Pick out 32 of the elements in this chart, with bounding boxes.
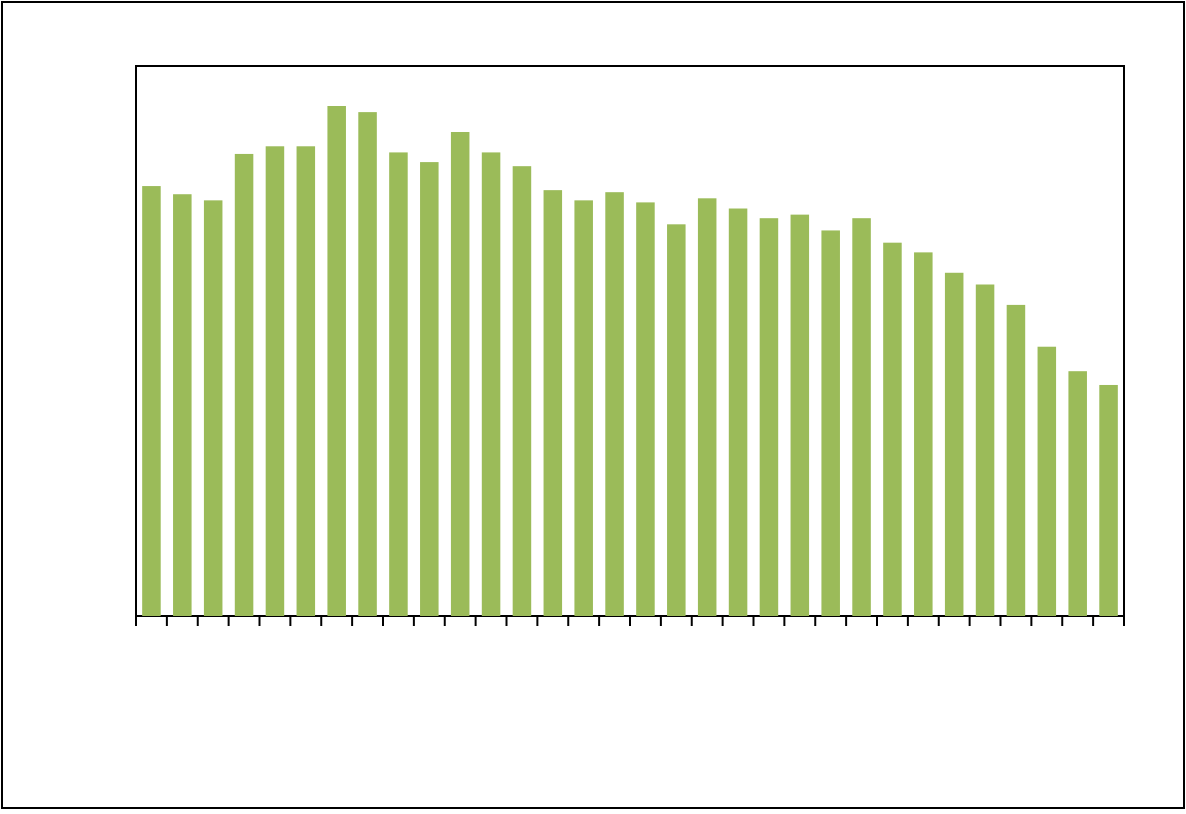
bar [883,242,902,616]
bar [234,153,254,616]
bar [512,166,532,616]
bar [296,146,316,616]
bar [543,190,563,616]
bar [358,112,377,616]
bar [605,192,624,616]
bar [142,186,161,616]
bar [728,208,748,616]
bar [1037,346,1057,616]
bar [481,152,501,616]
bar [574,200,593,616]
bar [852,218,871,616]
bar [327,106,346,616]
bar [265,146,285,616]
bar [389,152,408,616]
bar [1006,304,1026,616]
bar [203,200,223,616]
bar [821,230,840,616]
bar [759,218,779,616]
bar [636,202,655,616]
bar [697,198,717,616]
bar [1068,371,1087,616]
bar [1099,384,1118,616]
bar [944,272,964,616]
bar [420,162,439,616]
bar [790,214,810,616]
bar [450,132,470,616]
bar [975,284,995,616]
bar [667,224,686,616]
bar [914,252,933,616]
bar [173,194,192,616]
